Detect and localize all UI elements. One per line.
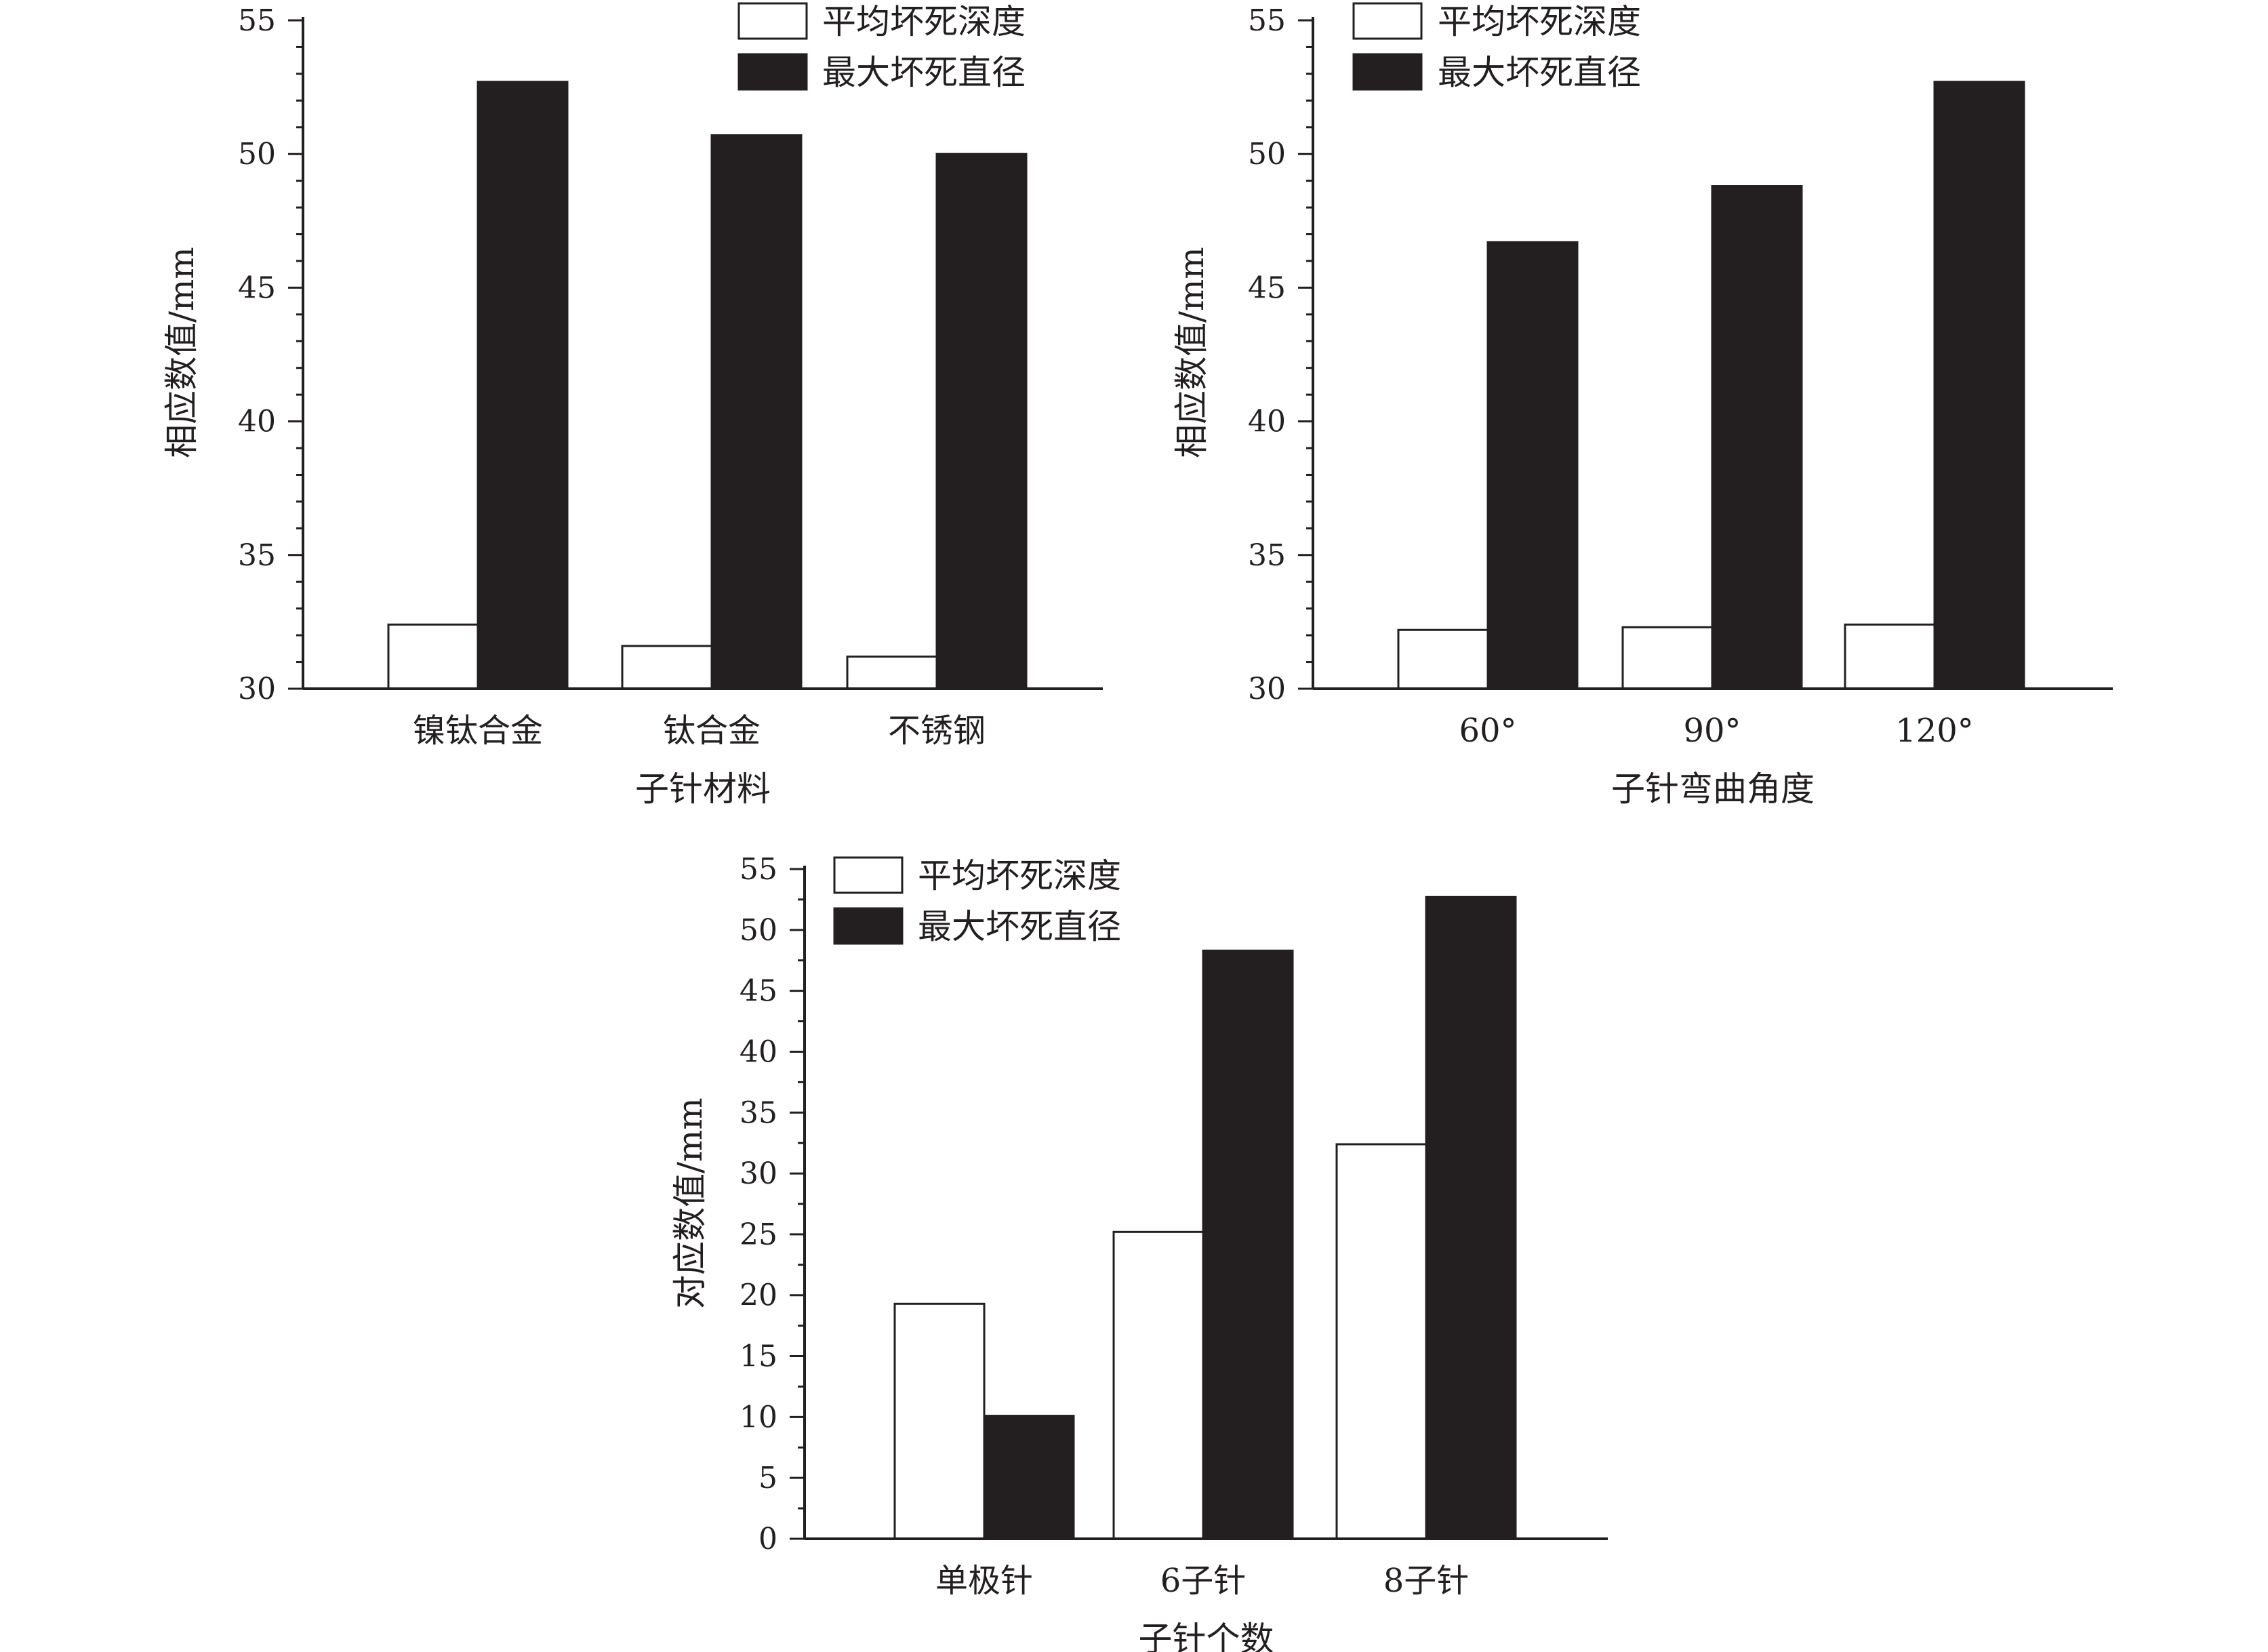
bar-max-necrosis-diameter-2 (935, 153, 1028, 690)
y-tick-label: 25 (740, 1217, 777, 1252)
bar-mean-necrosis-depth-2 (846, 656, 938, 690)
legend-label: 最大坏死直径 (822, 53, 1026, 92)
y-tick-label: 40 (238, 405, 276, 439)
y-tick-label: 30 (238, 672, 276, 706)
bar-mean-necrosis-depth-1 (1112, 1230, 1204, 1540)
legend-swatch-max-necrosis-diameter (737, 53, 808, 91)
bar-max-necrosis-diameter-0 (983, 1415, 1075, 1540)
y-tick-label: 35 (238, 538, 276, 573)
x-category-label: 镍钛合金 (413, 712, 543, 750)
x-category-label: 8子针 (1383, 1562, 1470, 1600)
bar-mean-necrosis-depth-1 (621, 645, 713, 690)
x-category-label: 不锈钢 (888, 712, 986, 750)
legend-label: 最大坏死直径 (918, 907, 1121, 946)
y-tick-label: 0 (758, 1522, 777, 1556)
x-category-label: 单极针 (935, 1562, 1033, 1600)
y-tick-label: 15 (740, 1339, 777, 1374)
y-tick-label: 55 (238, 3, 276, 38)
y-tick-label: 30 (1248, 672, 1286, 706)
legend-swatch-mean-necrosis-depth (737, 2, 808, 40)
legend-swatch-mean-necrosis-depth (1352, 2, 1423, 40)
y-tick-label: 35 (1248, 538, 1286, 573)
y-tick-label: 10 (740, 1400, 777, 1434)
legend-label: 平均坏死深度 (822, 2, 1026, 41)
y-tick-label: 30 (740, 1156, 777, 1191)
x-category-label: 90° (1683, 712, 1741, 750)
y-tick-label: 20 (740, 1278, 777, 1313)
y-tick-label: 50 (740, 913, 777, 948)
x-axis-title: 子针材料 (635, 769, 771, 809)
bar-max-necrosis-diameter-2 (1425, 895, 1517, 1540)
bar-mean-necrosis-depth-0 (1397, 628, 1489, 690)
y-tick-label: 50 (238, 137, 276, 172)
legend-swatch-max-necrosis-diameter (1352, 53, 1423, 91)
y-axis-title: 相应数值/mm (162, 247, 201, 458)
x-category-label: 120° (1895, 712, 1974, 750)
y-tick-label: 55 (740, 852, 777, 887)
y-tick-label: 5 (758, 1461, 777, 1495)
y-tick-label: 45 (238, 270, 276, 305)
legend-label: 平均坏死深度 (918, 856, 1121, 895)
legend-swatch-mean-necrosis-depth (833, 856, 904, 894)
bar-max-necrosis-diameter-0 (477, 81, 569, 690)
legend-label: 平均坏死深度 (1438, 2, 1641, 41)
y-axis-title: 相应数值/mm (1172, 247, 1211, 458)
bar-max-necrosis-diameter-1 (710, 134, 803, 690)
x-axis-title: 子针个数 (1139, 1619, 1274, 1652)
y-tick-label: 35 (740, 1095, 777, 1130)
bar-mean-necrosis-depth-0 (893, 1302, 986, 1540)
y-tick-label: 40 (1248, 405, 1286, 439)
panel-angle: 30 35 40 45 50 55 60° 90° 120° 子针弯曲角度 相应数值/mm 平均坏死深… (1172, 2, 2113, 809)
y-tick-label: 50 (1248, 137, 1286, 172)
bar-mean-necrosis-depth-2 (1844, 623, 1936, 690)
legend-label: 最大坏死直径 (1438, 53, 1641, 92)
y-axis-title: 对应数值/mm (670, 1097, 710, 1309)
y-tick-label: 40 (740, 1034, 777, 1069)
bar-max-necrosis-diameter-1 (1711, 185, 1803, 690)
bar-max-necrosis-diameter-1 (1202, 949, 1294, 1540)
x-category-label: 6子针 (1160, 1562, 1247, 1600)
y-tick-label: 55 (1248, 3, 1286, 38)
legend-swatch-max-necrosis-diameter (833, 907, 904, 945)
bar-max-necrosis-diameter-2 (1933, 81, 2025, 690)
bar-mean-necrosis-depth-2 (1335, 1143, 1427, 1540)
x-category-label: 60° (1459, 712, 1516, 750)
y-tick-label: 45 (740, 974, 777, 1009)
bar-max-necrosis-diameter-0 (1486, 241, 1579, 690)
y-tick-label: 45 (1248, 270, 1286, 305)
bar-mean-necrosis-depth-0 (387, 623, 479, 690)
x-category-label: 钛合金 (663, 712, 761, 750)
bar-mean-necrosis-depth-1 (1621, 626, 1714, 690)
x-axis-title: 子针弯曲角度 (1611, 769, 1815, 809)
